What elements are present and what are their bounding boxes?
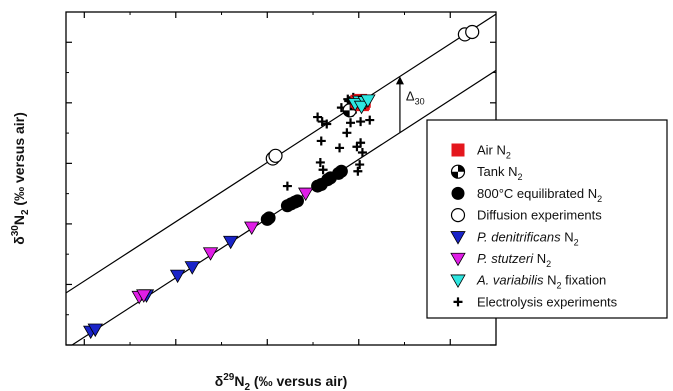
data-point bbox=[450, 231, 466, 245]
data-point bbox=[335, 143, 345, 153]
y-axis-title: δ30N2 (‰ versus air) bbox=[10, 112, 31, 245]
series-5 bbox=[131, 187, 314, 305]
series-3 bbox=[265, 24, 480, 166]
data-point bbox=[353, 100, 370, 115]
data-point bbox=[450, 207, 466, 223]
tank-marker-quadrant bbox=[451, 171, 458, 179]
series-6 bbox=[347, 94, 376, 115]
tank-marker-quadrant bbox=[458, 165, 465, 172]
data-point bbox=[298, 187, 314, 202]
legend-label: Diffusion experiments bbox=[477, 208, 602, 223]
data-point bbox=[342, 128, 352, 138]
legend-item-2: 800°C equilibrated N2 bbox=[451, 186, 602, 204]
data-point bbox=[451, 143, 465, 157]
delta-30-arrow bbox=[395, 76, 404, 133]
data-point bbox=[357, 147, 367, 157]
legend-item-0: Air N2 bbox=[451, 143, 511, 161]
legend-box bbox=[426, 119, 668, 319]
data-point bbox=[450, 274, 466, 289]
data-point bbox=[465, 24, 480, 40]
legend-item-5: P. stutzeri N2 bbox=[450, 251, 551, 269]
data-point bbox=[317, 117, 327, 127]
data-point bbox=[169, 269, 186, 284]
data-point bbox=[450, 252, 466, 267]
legend-label: Tank N2 bbox=[477, 164, 522, 182]
legend-item-4: P. denitrificans N2 bbox=[450, 229, 579, 247]
legend-item-7: Electrolysis experiments bbox=[453, 294, 618, 309]
data-point bbox=[282, 181, 292, 191]
data-point bbox=[360, 94, 376, 108]
legend-label: 800°C equilibrated N2 bbox=[477, 186, 602, 204]
delta-30-label: Δ30 bbox=[406, 88, 425, 106]
x-axis-title: δ29N2 (‰ versus air) bbox=[215, 372, 348, 391]
data-point bbox=[353, 166, 363, 176]
legend-item-6: A. variabilis N2 fixation bbox=[450, 273, 606, 291]
data-point bbox=[222, 235, 239, 250]
axes-layer: Δ30 δ29N2 (‰ versus air) δ30N2 (‰ versus a… bbox=[10, 11, 497, 391]
arrow-head bbox=[395, 76, 404, 85]
legend: Air N2 Tank N2 800°C equilibrated N2 Diffus… bbox=[426, 119, 668, 319]
data-point bbox=[451, 186, 465, 200]
data-point bbox=[316, 136, 326, 146]
data-point bbox=[355, 160, 365, 170]
data-point bbox=[136, 289, 152, 303]
data-point bbox=[184, 261, 200, 275]
data-point bbox=[87, 323, 103, 338]
data-point bbox=[450, 164, 466, 179]
data-point bbox=[268, 148, 283, 163]
legend-item-1: Tank N2 bbox=[450, 164, 522, 182]
legend-label: Air N2 bbox=[477, 143, 511, 161]
data-point bbox=[313, 112, 323, 122]
data-point bbox=[315, 157, 325, 167]
data-point bbox=[453, 297, 463, 307]
data-point bbox=[290, 194, 304, 208]
legend-label: Electrolysis experiments bbox=[477, 294, 618, 309]
data-point bbox=[244, 221, 260, 236]
data-point bbox=[322, 119, 332, 129]
series-2 bbox=[260, 164, 348, 226]
data-point bbox=[356, 117, 366, 127]
data-point bbox=[334, 164, 348, 178]
data-point bbox=[365, 115, 375, 125]
series-4 bbox=[83, 235, 239, 340]
mass-fractionation-line-2 bbox=[70, 69, 496, 345]
data-point bbox=[318, 165, 328, 175]
data-point bbox=[352, 142, 362, 152]
data-point bbox=[346, 118, 356, 128]
legend-label: P. stutzeri N2 bbox=[477, 251, 551, 269]
data-point bbox=[202, 247, 219, 261]
tank-marker-quadrant bbox=[343, 110, 350, 117]
data-point bbox=[262, 211, 276, 225]
legend-label: A. variabilis N2 fixation bbox=[476, 273, 606, 291]
legend-label: P. denitrificans N2 bbox=[477, 229, 579, 247]
plot-layer bbox=[66, 13, 496, 345]
legend-item-3: Diffusion experiments bbox=[450, 207, 602, 223]
